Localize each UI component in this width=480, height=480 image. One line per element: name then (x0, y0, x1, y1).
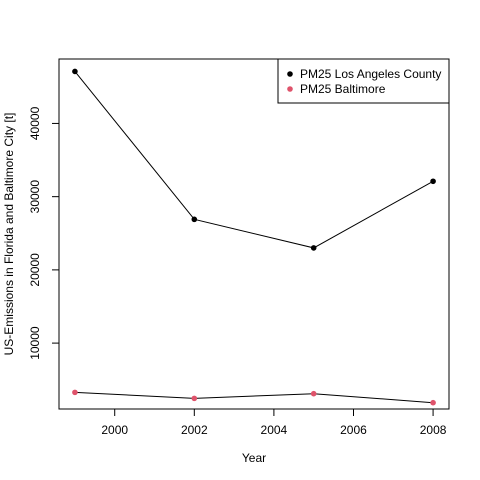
x-axis-label: Year (242, 451, 266, 465)
y-tick-label: 30000 (28, 180, 42, 214)
x-tick-label: 2002 (181, 423, 208, 437)
plot-frame (58, 58, 450, 410)
data-point (430, 178, 436, 185)
data-point (72, 68, 78, 75)
legend-box (277, 58, 450, 104)
x-tick-label: 2008 (420, 423, 447, 437)
x-tick-label: 2006 (340, 423, 367, 437)
legend-marker-la (287, 71, 293, 77)
x-axis: 2000 2002 2004 2006 2008 (101, 409, 447, 437)
data-point (191, 395, 198, 402)
legend-label-la: PM25 Los Angeles County (300, 67, 441, 81)
data-point (191, 216, 198, 223)
data-point (430, 399, 436, 406)
legend-label-baltimore: PM25 Baltimore (300, 82, 386, 96)
series-lines (74, 71, 434, 404)
series-line-1 (74, 391, 434, 404)
y-tick-label: 20000 (28, 253, 42, 287)
data-point (72, 389, 78, 396)
y-axis-label: US-Emissions in Florida and Baltimore Ci… (2, 113, 16, 356)
data-point (310, 245, 317, 251)
y-axis: 10000 20000 30000 40000 (28, 106, 59, 360)
series-line-0 (74, 71, 434, 249)
x-tick-label: 2004 (261, 423, 288, 437)
data-point (310, 390, 317, 397)
y-tick-label: 40000 (28, 106, 42, 140)
x-tick-label: 2000 (101, 423, 128, 437)
legend-marker-baltimore (287, 86, 293, 92)
legend: PM25 Los Angeles County PM25 Baltimore (277, 58, 450, 104)
series-points (72, 68, 436, 406)
y-tick-label: 10000 (28, 326, 42, 360)
